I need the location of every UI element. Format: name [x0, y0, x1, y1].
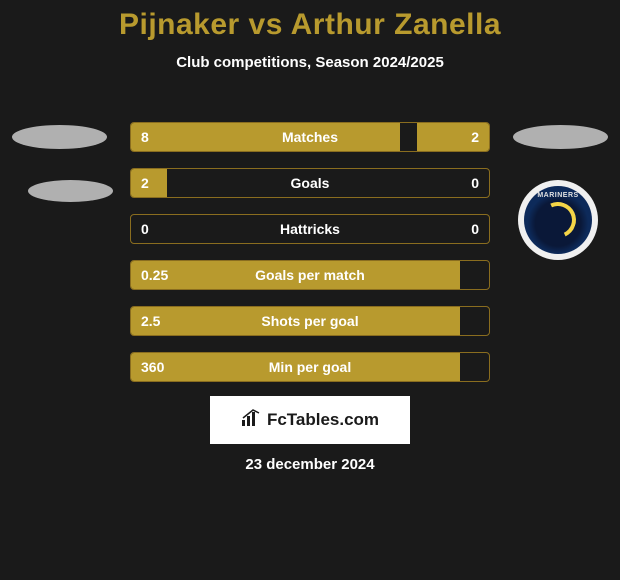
stats-table: 8Matches22Goals00Hattricks00.25Goals per… — [130, 122, 490, 398]
team-badge-text: MARINERS — [524, 192, 592, 199]
stat-label: Goals per match — [131, 267, 489, 283]
team-badge-right: MARINERS — [518, 180, 598, 260]
date-label: 23 december 2024 — [0, 456, 620, 473]
player-right-photo-placeholder — [513, 125, 608, 149]
team-badge-swirl-icon — [535, 197, 581, 243]
stat-value-right: 2 — [471, 129, 479, 145]
branding-chart-icon — [241, 409, 263, 432]
stat-row-goals-per-match: 0.25Goals per match — [130, 260, 490, 290]
stat-label: Shots per goal — [131, 313, 489, 329]
stat-label: Hattricks — [131, 221, 489, 237]
branding-text: FcTables.com — [267, 410, 379, 430]
page-title: Pijnaker vs Arthur Zanella — [0, 0, 620, 42]
stat-row-shots-per-goal: 2.5Shots per goal — [130, 306, 490, 336]
stat-row-goals: 2Goals0 — [130, 168, 490, 198]
stat-label: Goals — [131, 175, 489, 191]
stat-label: Matches — [131, 129, 489, 145]
player-left-photo-placeholder-2 — [28, 180, 113, 202]
stat-value-right: 0 — [471, 221, 479, 237]
player-left-photo-placeholder-1 — [12, 125, 107, 149]
team-badge-inner: MARINERS — [524, 186, 592, 254]
stat-value-right: 0 — [471, 175, 479, 191]
branding-box: FcTables.com — [210, 396, 410, 444]
stat-label: Min per goal — [131, 359, 489, 375]
stat-row-min-per-goal: 360Min per goal — [130, 352, 490, 382]
stat-row-hattricks: 0Hattricks0 — [130, 214, 490, 244]
stat-row-matches: 8Matches2 — [130, 122, 490, 152]
subtitle: Club competitions, Season 2024/2025 — [0, 54, 620, 71]
